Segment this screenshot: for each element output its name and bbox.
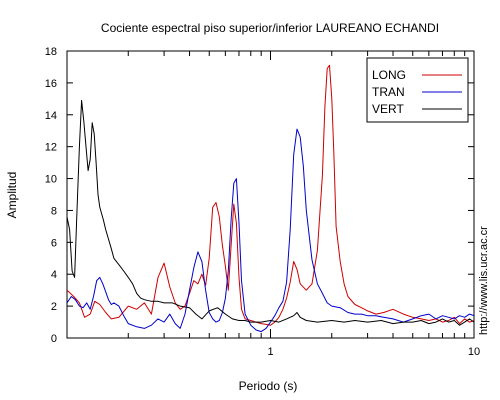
y-tick-label: 10 <box>45 174 57 186</box>
legend-label-vert: VERT <box>372 102 404 116</box>
x-axis: 1 10 <box>267 51 480 358</box>
series-line-tran <box>67 128 474 333</box>
y-axis: 0 2 4 6 8 10 12 14 16 18 <box>45 46 474 345</box>
source-url: http://www.lis.ucr.ac.cr <box>478 226 490 335</box>
legend-box <box>366 57 469 123</box>
x-minor-ticks <box>127 51 466 338</box>
x-tick-label: 1 <box>267 346 273 358</box>
legend-label-long: LONG <box>372 68 406 82</box>
y-tick-label: 18 <box>45 46 57 58</box>
legend: LONG TRAN VERT <box>366 57 469 123</box>
y-tick-label: 16 <box>45 78 57 90</box>
y-tick-label: 0 <box>51 333 57 345</box>
y-axis-label: Amplitud <box>5 172 19 219</box>
series-lines <box>67 64 474 333</box>
y-tick-label: 4 <box>51 269 57 281</box>
y-tick-label: 12 <box>45 142 57 154</box>
x-tick-label: 10 <box>468 346 480 358</box>
x-axis-label: Periodo (s) <box>239 379 298 393</box>
y-tick-label: 2 <box>51 301 57 313</box>
legend-label-tran: TRAN <box>372 85 405 99</box>
y-tick-label: 14 <box>45 110 57 122</box>
chart-title: Cociente espectral piso superior/inferio… <box>101 21 439 35</box>
series-line-vert <box>67 99 474 326</box>
y-tick-label: 6 <box>51 237 57 249</box>
y-tick-label: 8 <box>51 205 57 217</box>
series-line-long <box>67 64 474 326</box>
